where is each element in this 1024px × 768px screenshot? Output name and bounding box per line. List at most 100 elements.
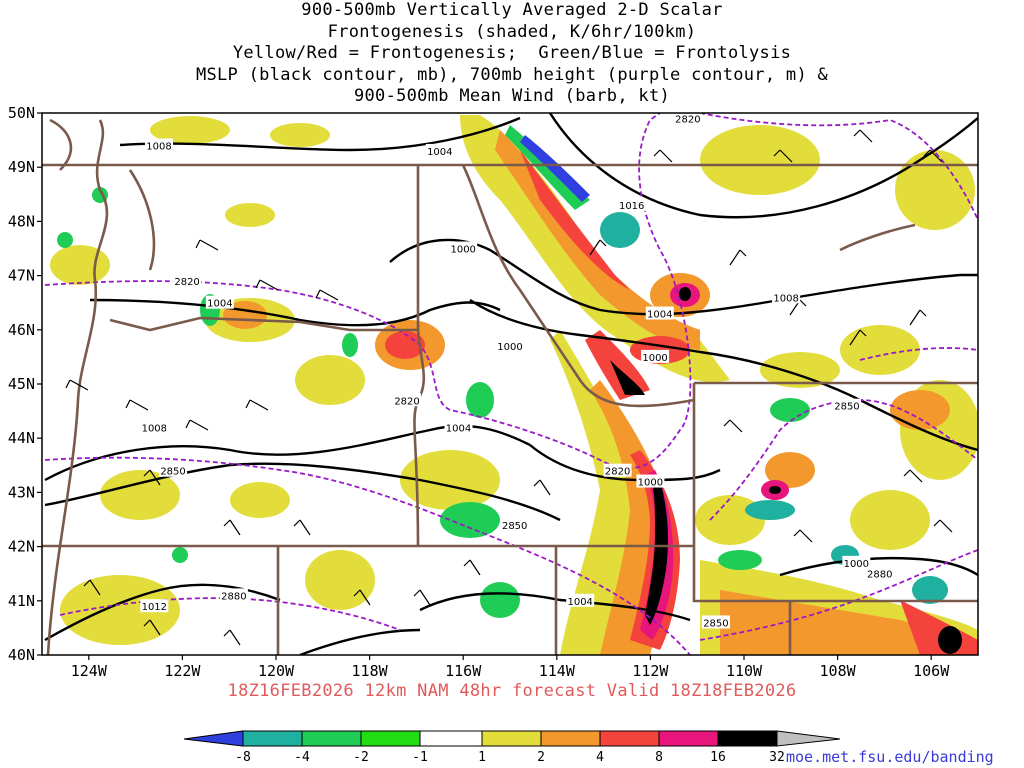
- lat-label: 47N: [8, 267, 35, 285]
- mslp-label: 1000: [642, 353, 667, 364]
- mslp-label-layer: 1008 1004 1000 1016 1004 1000 1004 1000 1008 1008…: [140, 138, 871, 613]
- height-label-bg: [701, 615, 730, 629]
- mslp-label: 1004: [207, 299, 232, 310]
- lat-label: 40N: [8, 646, 35, 664]
- height-label-bg: [500, 517, 529, 531]
- source-url[interactable]: moe.met.fsu.edu/banding: [786, 748, 994, 766]
- mslp-label-bg: [449, 241, 478, 255]
- lat-label: 45N: [8, 375, 35, 393]
- mslp-label: 1000: [450, 245, 475, 256]
- colorbar-magenta: [658, 730, 719, 747]
- lon-label: 106W: [913, 662, 950, 680]
- mslp-label: 1008: [773, 293, 798, 304]
- colorbar-black: [717, 730, 778, 747]
- height-label: 2880: [867, 570, 892, 581]
- height-label-bg: [603, 463, 632, 477]
- height-label-bg: [673, 113, 702, 125]
- lat-label: 48N: [8, 212, 35, 230]
- lon-label: 122W: [164, 662, 201, 680]
- colorbar-label: 8: [655, 750, 663, 765]
- height-label: 2850: [160, 467, 185, 478]
- height-label: 2820: [605, 467, 630, 478]
- lat-label: 41N: [8, 592, 35, 610]
- height-label: 2850: [502, 521, 527, 532]
- height-label: 2880: [221, 591, 246, 602]
- mslp-label-bg: [425, 143, 454, 157]
- height-label-bg: [865, 566, 894, 580]
- mslp-label-bg: [444, 420, 473, 434]
- mslp-label: 1000: [844, 559, 869, 570]
- mslp-label-bg: [641, 349, 670, 363]
- title-line-5: 900-500mb Mean Wind (barb, kt): [353, 86, 671, 106]
- colorbar-gray: [776, 730, 841, 747]
- frontogenesis-shading: [50, 115, 978, 655]
- lon-label: 112W: [632, 662, 669, 680]
- colorbar-teal: [242, 730, 303, 747]
- height-label-bg: [173, 274, 202, 288]
- mslp-label: 1008: [146, 142, 171, 153]
- colorbar: -8 -4 -2 -1 1 2 4 8 16 32: [183, 730, 841, 765]
- mslp-label-bg: [636, 474, 665, 488]
- mslp-label-bg: [145, 138, 173, 152]
- mslp-label: 1004: [567, 597, 592, 608]
- colorbar-blue: [183, 730, 244, 747]
- mslp-label: 1008: [142, 423, 167, 434]
- forecast-label: 18Z16FEB2026 12km NAM 48hr forecast Vali…: [227, 681, 797, 701]
- title-line-1: 900-500mb Vertically Averaged 2-D Scalar: [301, 0, 723, 20]
- lon-label: 114W: [539, 662, 576, 680]
- height-label: 2820: [174, 277, 199, 288]
- height-label: 2850: [834, 402, 859, 413]
- colorbar-label: 4: [596, 750, 604, 765]
- mslp-label-bg: [566, 593, 595, 607]
- lon-label: 116W: [445, 662, 482, 680]
- colorbar-yellow: [481, 730, 542, 747]
- colorbar-label: 2: [537, 750, 545, 765]
- colorbar-labels: -8 -4 -2 -1 1 2 4 8 16 32: [235, 750, 785, 765]
- height-label-layer: 2820 2820 2820 2820 2850 2850 2850 2880 2880 2850: [159, 113, 894, 629]
- mslp-label-bg: [617, 198, 646, 212]
- title-line-3: Yellow/Red = Frontogenesis; Green/Blue =…: [232, 43, 792, 63]
- mslp-label: 1016: [619, 201, 644, 212]
- mslp-label-bg: [842, 555, 871, 569]
- mslp-label: 1004: [446, 423, 471, 434]
- colorbar-label: -1: [412, 750, 428, 765]
- lat-label: 46N: [8, 321, 35, 339]
- mslp-label-bg: [496, 339, 524, 353]
- height-label: 2850: [703, 618, 728, 629]
- lat-label: 49N: [8, 158, 35, 176]
- colorbar-label: -2: [353, 750, 369, 765]
- lat-label: 44N: [8, 429, 35, 447]
- mslp-label-bg: [205, 295, 234, 309]
- lon-label: 110W: [726, 662, 763, 680]
- colorbar-label: 16: [710, 750, 726, 765]
- colorbar-label: -4: [294, 750, 310, 765]
- mslp-label: 1000: [638, 478, 663, 489]
- colorbar-green: [301, 730, 362, 747]
- height-label: 2820: [394, 396, 419, 407]
- colorbar-red: [599, 730, 660, 747]
- map-area: 1008 1004 1000 1016 1004 1000 1004 1000 1008 1008…: [42, 113, 978, 655]
- colorbar-label: -8: [235, 750, 251, 765]
- colorbar-brightgreen: [360, 730, 421, 747]
- latitude-axis: 50N 49N 48N 47N 46N 45N 44N 43N 42N 41N 40N: [8, 104, 42, 664]
- height-label-bg: [159, 463, 188, 477]
- height-label-bg: [219, 588, 248, 602]
- mslp-label-bg: [772, 290, 801, 304]
- map-title: 900-500mb Vertically Averaged 2-D Scalar…: [0, 0, 1024, 108]
- height-label-bg: [393, 393, 422, 407]
- lon-label: 124W: [71, 662, 108, 680]
- title-line-4: MSLP (black contour, mb), 700mb height (…: [195, 64, 829, 85]
- lon-label: 120W: [258, 662, 295, 680]
- colorbar-label: 1: [478, 750, 486, 765]
- height-label-bg: [832, 398, 861, 412]
- mslp-label: 1004: [427, 147, 452, 158]
- colorbar-label: 32: [769, 750, 785, 765]
- height-contours: [44, 113, 978, 655]
- height-label: 2820: [675, 114, 700, 125]
- mslp-label: 1004: [647, 310, 672, 321]
- colorbar-white: [419, 730, 483, 747]
- lon-label: 108W: [820, 662, 857, 680]
- mslp-label-bg: [645, 306, 674, 320]
- mslp-label-bg: [140, 599, 169, 613]
- lon-label: 118W: [352, 662, 389, 680]
